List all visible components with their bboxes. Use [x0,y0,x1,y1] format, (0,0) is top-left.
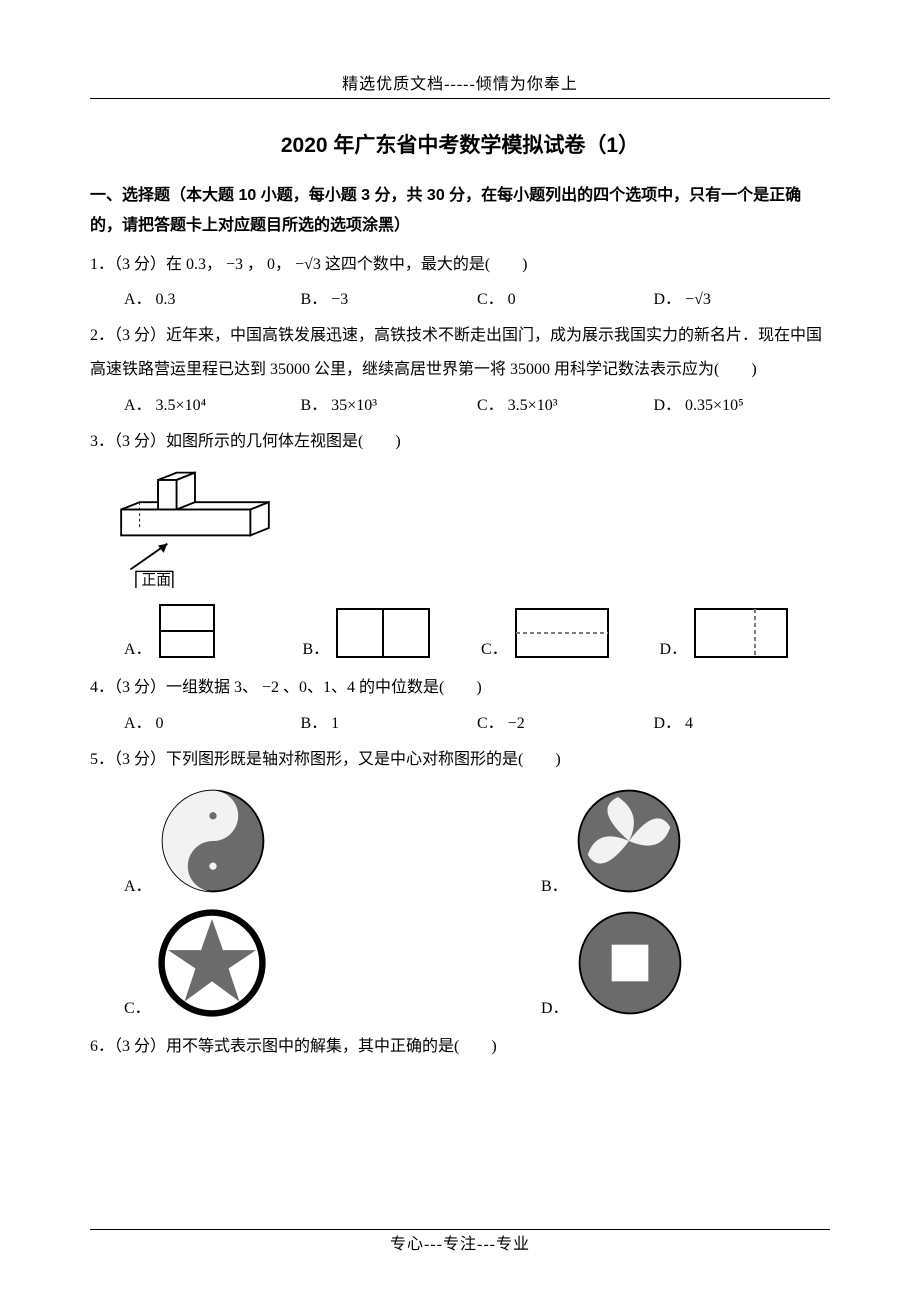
q3-opt-d-label: D． [660,635,688,659]
header-text: 精选优质文档-----倾情为你奉上 [90,70,830,94]
q5-opt-c-fig [157,908,267,1018]
q3-text: 3．（3 分）如图所示的几何体左视图是( ) [90,425,830,459]
q3-opt-a-fig [158,603,216,659]
q3-opt-a-label: A． [124,635,152,659]
q4-opt-c: C． −2 [477,709,654,733]
header-rule [90,98,830,99]
q5-opt-c-label: C． [124,994,151,1018]
q1-opt-a: A． 0.3 [124,285,301,309]
q4-options: A． 0 B． 1 C． −2 D． 4 [90,709,830,733]
q2-options: A． 3.5×10⁴ B． 35×10³ C． 3.5×10³ D． 0.35×… [90,391,830,415]
q2-opt-a: A． 3.5×10⁴ [124,391,301,415]
q2-opt-b: B． 35×10³ [301,391,478,415]
q3-solid-figure: 正面 [100,468,290,588]
q5-options-row2: C． D． [90,908,830,1018]
q2-opt-c: C． 3.5×10³ [477,391,654,415]
q4-opt-b: B． 1 [301,709,478,733]
section-1-head: 一、选择题（本大题 10 小题，每小题 3 分，共 30 分，在每小题列出的四个… [90,181,830,242]
q5-opt-b-fig [574,786,684,896]
q4-opt-d: D． 4 [654,709,831,733]
q2-text: 2．（3 分）近年来，中国高铁发展迅速，高铁技术不断走出国门，成为展示我国实力的… [90,319,830,386]
q4-opt-a: A． 0 [124,709,301,733]
page-title: 2020 年广东省中考数学模拟试卷（1） [90,129,830,159]
q1-options: A． 0.3 B． −3 C． 0 D． −√3 [90,285,830,309]
q1-opt-b: B． −3 [301,285,478,309]
q1-opt-c: C． 0 [477,285,654,309]
q5-opt-d-label: D． [541,994,569,1018]
q5-opt-b-label: B． [541,872,568,896]
q5-opt-a-fig [158,786,268,896]
q5-opt-d-fig [575,908,685,1018]
q1-opt-d: D． −√3 [654,285,831,309]
q3-front-label: 正面 [141,572,170,588]
q3-opt-b-fig [335,607,431,659]
q3-opt-c-label: C． [481,635,508,659]
footer-text: 专心---专注---专业 [0,1230,920,1254]
q1-text: 1．（3 分）在 0.3， −3 ， 0， −√3 这四个数中，最大的是( ) [90,248,830,282]
q3-opt-d-fig [693,607,789,659]
q5-opt-a-label: A． [124,872,152,896]
q3-opt-b-label: B． [303,635,330,659]
q2-opt-d: D． 0.35×10⁵ [654,391,831,415]
q3-options: A． B． C． D． [90,603,830,659]
q5-text: 5．（3 分）下列图形既是轴对称图形，又是中心对称图形的是( ) [90,743,830,777]
q6-text: 6．（3 分）用不等式表示图中的解集，其中正确的是( ) [90,1030,830,1064]
q3-opt-c-fig [514,607,610,659]
q5-options-row1: A． B． [90,786,830,896]
q4-text: 4．（3 分）一组数据 3、 −2 、0、1、4 的中位数是( ) [90,671,830,705]
